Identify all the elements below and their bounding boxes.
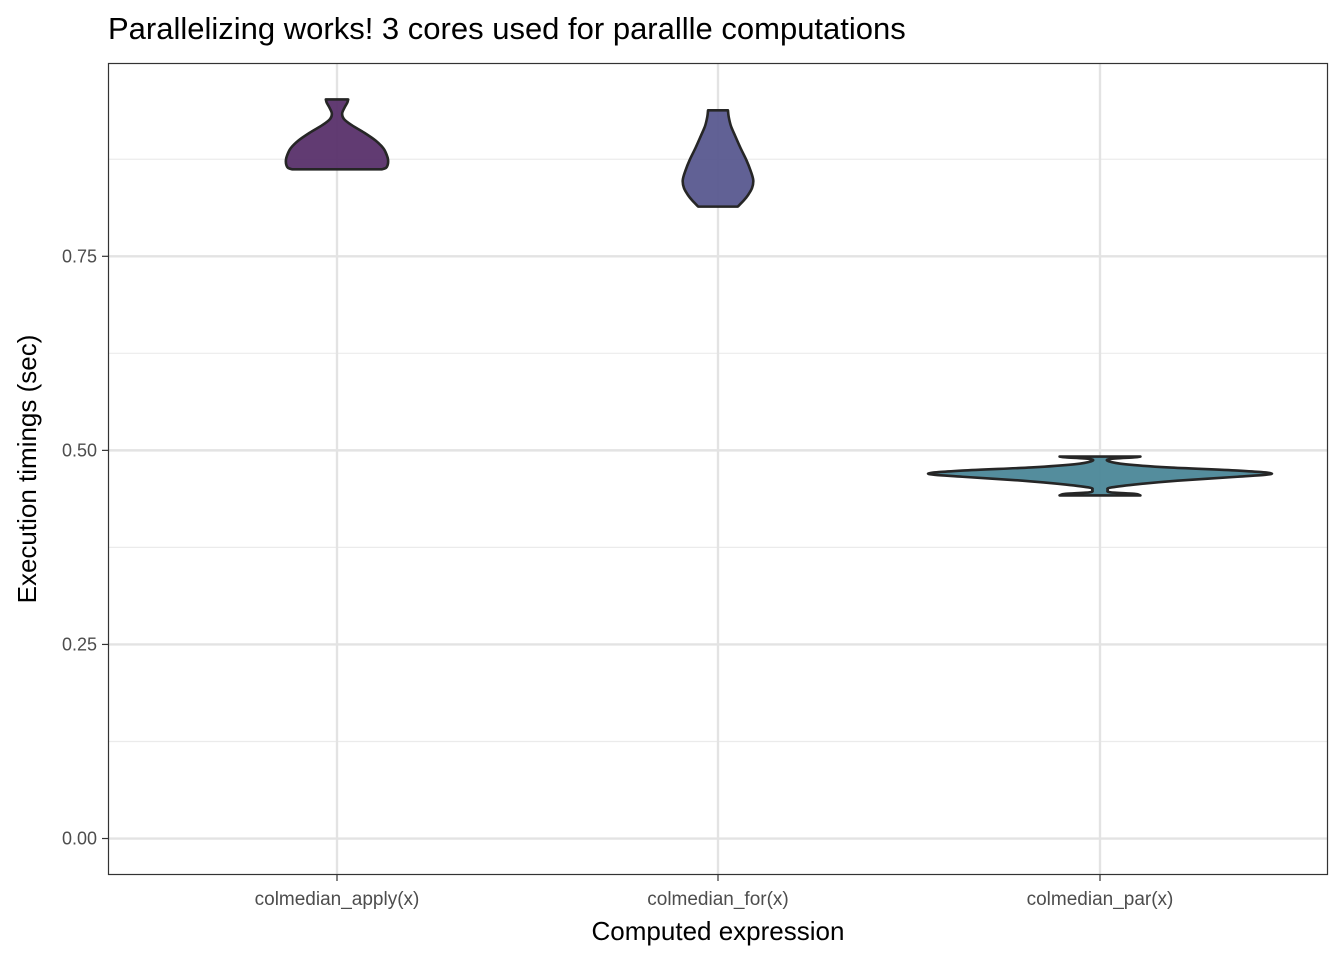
panel-border (107, 62, 1329, 876)
y-axis: 0.00 0.25 0.50 0.75 (62, 246, 108, 849)
violin-colmedian-for-x- (681, 109, 755, 208)
violins (284, 98, 1274, 497)
x-tick-label: colmedian_par(x) (1027, 889, 1174, 910)
violin-colmedian-apply-x- (284, 98, 390, 171)
y-tick-label: 0.25 (62, 634, 97, 654)
x-tick-label: colmedian_apply(x) (255, 889, 420, 910)
y-tick-label: 0.75 (62, 246, 97, 266)
y-tick-label: 0.00 (62, 829, 97, 849)
x-axis-title: Computed expression (592, 916, 845, 946)
chart-title: Parallelizing works! 3 cores used for pa… (108, 11, 906, 46)
y-axis-title: Execution timings (sec) (12, 335, 42, 604)
x-axis: colmedian_apply(x) colmedian_for(x) colmed… (255, 875, 1174, 910)
violin-colmedian-par-x- (926, 455, 1274, 497)
x-tick-label: colmedian_for(x) (647, 889, 789, 910)
y-tick-label: 0.50 (62, 440, 97, 460)
grid-lines (108, 63, 1328, 875)
